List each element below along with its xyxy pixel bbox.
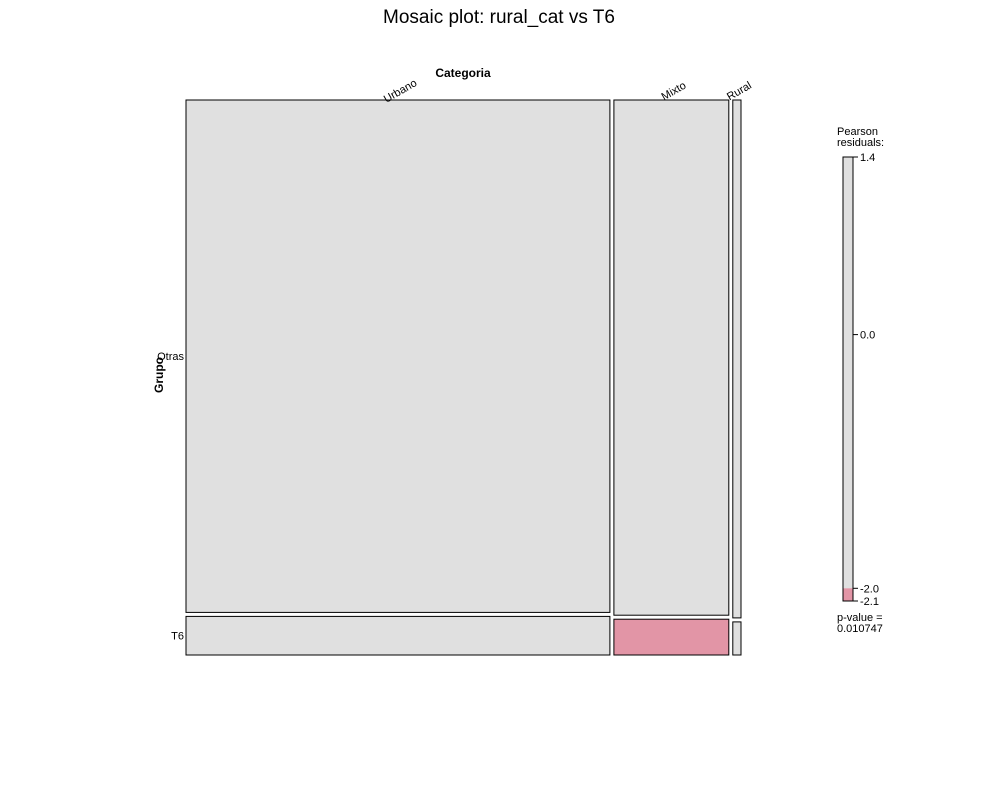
tile-urbano-otras [185,99,611,613]
row-label-t6: T6 [171,631,184,643]
pvalue-value: 0.010747 [837,623,883,635]
mosaic-tiles [185,99,742,656]
legend-tick-label-2: -2.0 [860,583,879,595]
tile-mixto-t6 [613,618,730,656]
tile-mixto-otras [613,99,730,616]
legend-negative-band [843,588,853,601]
legend-ticks: 1.4 0.0 -2.0-2.1 [853,152,879,608]
row-level-labels: Otras T6 [157,351,184,643]
chart-title: Mosaic plot: rural_cat vs T6 [383,7,615,28]
legend-neutral-band [843,157,853,589]
tile-urbano-t6 [185,615,611,656]
legend-title-line1: Pearson [837,126,878,138]
pvalue-label: p-value = [837,612,883,624]
row-label-otras: Otras [157,351,184,363]
residual-legend: Pearson residuals: 1.4 0.0 -2.0-2.1 p-valu… [837,126,884,635]
legend-title-line2: residuals: [837,137,884,149]
legend-tick-label-1: 0.0 [860,330,875,342]
legend-bar-frame [842,156,854,602]
legend-tick-label-0: 1.4 [860,152,875,164]
legend-color-bar [842,156,854,602]
legend-tick-label-3: -2.1 [860,596,879,608]
tile-rural-t6 [732,621,742,656]
tile-rural-otras [732,99,742,619]
row-variable-label: Grupo [152,357,166,393]
column-variable-label: Categoria [435,66,491,80]
